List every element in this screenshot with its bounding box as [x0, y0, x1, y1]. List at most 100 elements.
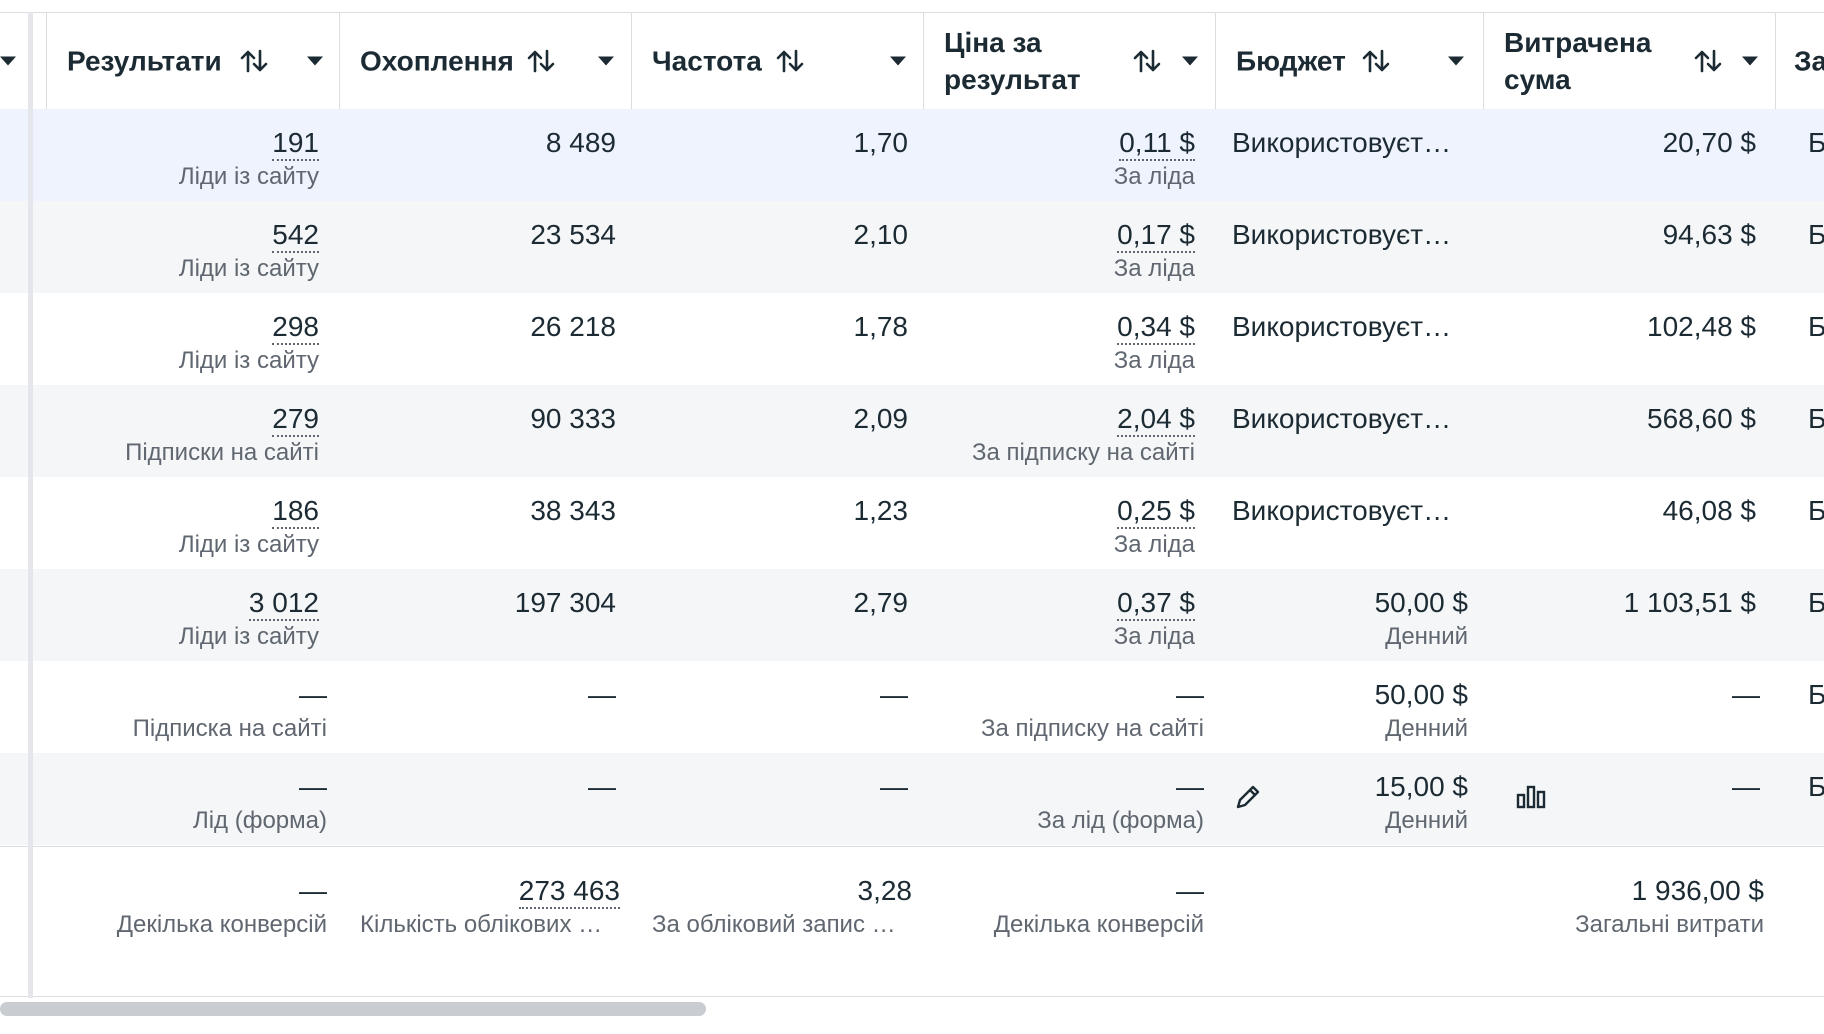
cost-per-result-value: —	[1176, 771, 1204, 802]
budget-value[interactable]: 15,00 $	[1374, 771, 1468, 802]
horizontal-scroll-track[interactable]	[0, 996, 1824, 997]
column-header-next-partial[interactable]: За	[1776, 13, 1824, 109]
budget-cell[interactable]: Використовуєт…	[1216, 109, 1484, 201]
amount-spent-cell: 94,63 $	[1484, 201, 1776, 293]
sort-arrows-icon[interactable]	[525, 45, 557, 77]
amount-spent-value: 46,08 $	[1662, 495, 1756, 526]
results-type: Ліди із сайту	[178, 255, 319, 282]
sort-arrows-icon[interactable]	[1131, 45, 1163, 77]
frozen-column-divider[interactable]	[28, 12, 33, 998]
reach-value: —	[588, 679, 616, 710]
results-cell: — Лід (форма)	[46, 753, 340, 845]
totals-amount-spent-value: 1 936,00 $	[1631, 875, 1764, 906]
table-row[interactable]: — Лід (форма) — — — За лід (форма) 15,00…	[0, 753, 1824, 845]
amount-spent-value: 20,70 $	[1662, 127, 1756, 158]
budget-cell[interactable]: 50,00 $ Денний	[1216, 661, 1484, 753]
results-value[interactable]: 298	[272, 311, 319, 345]
budget-value[interactable]: Використовуєт…	[1232, 403, 1452, 434]
caret-down-icon[interactable]	[1742, 56, 1758, 66]
caret-down-icon[interactable]	[1448, 56, 1464, 66]
next-column-partial-value: Б	[1808, 311, 1824, 342]
amount-spent-cell: 46,08 $	[1484, 477, 1776, 569]
budget-value[interactable]: Використовуєт…	[1232, 495, 1452, 526]
cost-per-result-value[interactable]: 0,34 $	[1117, 311, 1195, 345]
results-value[interactable]: 186	[272, 495, 319, 529]
table-row[interactable]: — Підписка на сайті — — — За підписку на…	[0, 661, 1824, 753]
budget-cell[interactable]: 50,00 $ Денний	[1216, 569, 1484, 661]
sort-arrows-icon[interactable]	[1692, 45, 1724, 77]
results-value[interactable]: 279	[272, 403, 319, 437]
results-value[interactable]: 542	[272, 219, 319, 253]
budget-cell[interactable]: Використовуєт…	[1216, 201, 1484, 293]
frequency-cell: 2,09	[632, 385, 924, 477]
caret-down-icon[interactable]	[0, 56, 16, 66]
totals-frequency-label: За обліковий запис …	[652, 911, 896, 938]
caret-down-icon[interactable]	[598, 56, 614, 66]
amount-spent-value: 102,48 $	[1647, 311, 1756, 342]
frequency-cell: 1,70	[632, 109, 924, 201]
pencil-icon[interactable]	[1233, 782, 1263, 812]
next-column-partial-value: Б	[1808, 587, 1824, 618]
reach-cell: 38 343	[340, 477, 632, 569]
header-prev-column[interactable]	[0, 13, 46, 109]
caret-down-icon[interactable]	[307, 56, 323, 66]
cost-per-result-value[interactable]: 0,17 $	[1117, 219, 1195, 253]
budget-value[interactable]: Використовуєт…	[1232, 219, 1452, 250]
frequency-cell: 2,10	[632, 201, 924, 293]
reach-value: 23 534	[530, 219, 616, 250]
frequency-cell: 1,78	[632, 293, 924, 385]
table-row[interactable]: 186 Ліди із сайту 38 343 1,23 0,25 $ За …	[0, 477, 1824, 569]
column-header-results[interactable]: Результати	[46, 13, 340, 109]
table-row[interactable]: 191 Ліди із сайту 8 489 1,70 0,11 $ За л…	[0, 109, 1824, 201]
results-type: Ліди із сайту	[178, 347, 319, 374]
cost-per-result-value[interactable]: 2,04 $	[1117, 403, 1195, 437]
budget-value[interactable]: 50,00 $	[1374, 679, 1468, 710]
reach-value: 26 218	[530, 311, 616, 342]
totals-frequency-value: 3,28	[857, 875, 913, 906]
results-value[interactable]: 191	[272, 127, 319, 161]
cost-per-result-type: За ліда	[1113, 347, 1195, 374]
column-header-budget[interactable]: Бюджет	[1216, 13, 1484, 109]
sort-arrows-icon[interactable]	[238, 45, 270, 77]
cost-per-result-value[interactable]: 0,37 $	[1117, 587, 1195, 621]
results-value[interactable]: 3 012	[248, 587, 319, 621]
column-header-reach[interactable]: Охоплення	[340, 13, 632, 109]
horizontal-scrollbar-thumb[interactable]	[0, 1002, 706, 1016]
table-row[interactable]: 279 Підписки на сайті 90 333 2,09 2,04 $…	[0, 385, 1824, 477]
table-row[interactable]: 3 012 Ліди із сайту 197 304 2,79 0,37 $ …	[0, 569, 1824, 661]
results-type: Підписка на сайті	[132, 715, 327, 742]
table-row[interactable]: 298 Ліди із сайту 26 218 1,78 0,34 $ За …	[0, 293, 1824, 385]
totals-amount-spent-label: Загальні витрати	[1575, 911, 1764, 938]
frequency-value: 1,70	[853, 127, 909, 158]
column-header-amount-spent[interactable]: Витрачена сума	[1484, 13, 1776, 109]
column-header-cost-per-result[interactable]: Ціна за результат	[924, 13, 1216, 109]
column-header-label-line2: сума	[1504, 64, 1571, 95]
column-header-label: Охоплення	[360, 45, 514, 77]
budget-value[interactable]: 50,00 $	[1374, 587, 1468, 618]
amount-spent-cell: 1 103,51 $	[1484, 569, 1776, 661]
results-cell: 191 Ліди із сайту	[46, 109, 340, 201]
column-header-frequency[interactable]: Частота	[632, 13, 924, 109]
budget-cell[interactable]: 15,00 $ Денний	[1216, 753, 1484, 845]
table-header-row: Результати Охоплення Частота	[0, 12, 1824, 111]
budget-cell[interactable]: Використовуєт…	[1216, 477, 1484, 569]
reach-cell: —	[340, 753, 632, 845]
caret-down-icon[interactable]	[1182, 56, 1198, 66]
sort-arrows-icon[interactable]	[1360, 45, 1392, 77]
bar-chart-icon[interactable]	[1515, 781, 1547, 811]
budget-cell[interactable]: Використовуєт…	[1216, 293, 1484, 385]
column-header-label-line2: результат	[944, 64, 1081, 95]
amount-spent-value: —	[1732, 679, 1760, 710]
totals-reach-value[interactable]: 273 463	[518, 875, 620, 909]
budget-value[interactable]: Використовуєт…	[1232, 311, 1452, 342]
budget-value[interactable]: Використовуєт…	[1232, 127, 1452, 158]
table-row[interactable]: 542 Ліди із сайту 23 534 2,10 0,17 $ За …	[0, 201, 1824, 293]
sort-arrows-icon[interactable]	[774, 45, 806, 77]
results-type: Лід (форма)	[192, 807, 327, 834]
caret-down-icon[interactable]	[890, 56, 906, 66]
results-type: Ліди із сайту	[178, 623, 319, 650]
cost-per-result-value[interactable]: 0,25 $	[1117, 495, 1195, 529]
budget-cell[interactable]: Використовуєт…	[1216, 385, 1484, 477]
budget-type: Денний	[1385, 715, 1468, 742]
cost-per-result-value[interactable]: 0,11 $	[1119, 127, 1195, 161]
